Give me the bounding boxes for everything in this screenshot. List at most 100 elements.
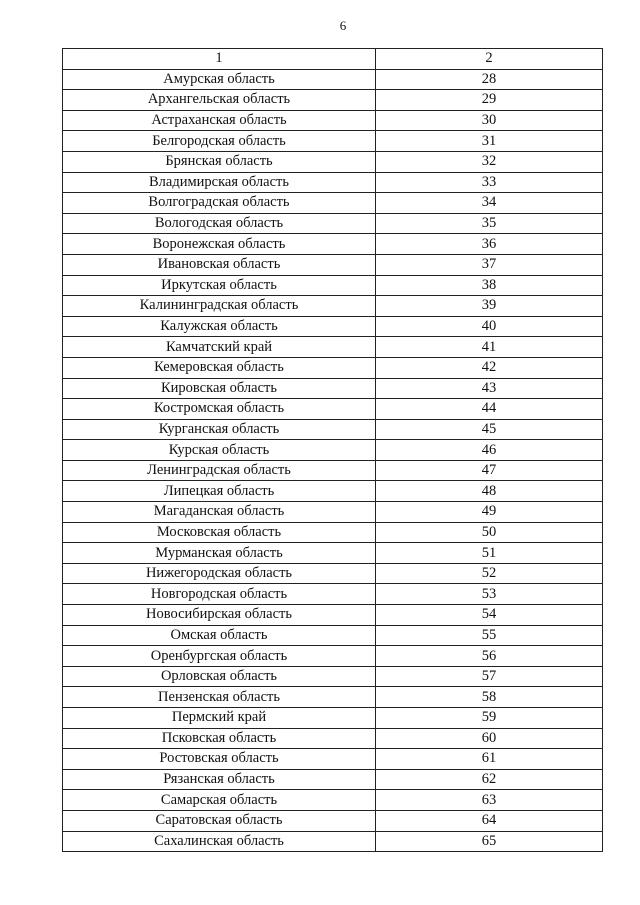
region-number: 37	[375, 253, 603, 276]
region-name: Пермский край	[62, 707, 376, 729]
region-name: Омская область	[62, 624, 376, 647]
region-name: Ленинградская область	[62, 459, 376, 482]
region-number: 47	[375, 459, 603, 482]
table-row: Сахалинская область 65	[62, 830, 603, 853]
region-number: 51	[375, 542, 603, 564]
region-number: 53	[375, 583, 603, 606]
region-number: 52	[375, 562, 603, 585]
table-header-row: 1 2	[62, 48, 603, 70]
table-row: Вологодская область 35	[62, 212, 603, 235]
region-number: 60	[375, 727, 603, 750]
table-row: Липецкая область 48	[62, 480, 603, 503]
region-name: Костромская область	[62, 398, 376, 420]
region-number: 36	[375, 233, 603, 255]
table-row: Ленинградская область 47	[62, 459, 603, 482]
region-name: Кемеровская область	[62, 356, 376, 379]
table-row: Астраханская область 30	[62, 109, 603, 132]
region-name: Самарская область	[62, 789, 376, 811]
region-number: 55	[375, 624, 603, 647]
table-row: Новосибирская область 54	[62, 604, 603, 626]
region-name: Астраханская область	[62, 109, 376, 132]
region-number: 63	[375, 789, 603, 811]
table-row: Калининградская область 39	[62, 295, 603, 317]
region-number: 41	[375, 336, 603, 358]
region-name: Новгородская область	[62, 583, 376, 606]
region-number: 45	[375, 418, 603, 441]
table-row: Волгоградская область 34	[62, 192, 603, 214]
table-row: Омская область 55	[62, 624, 603, 647]
region-number: 65	[375, 830, 603, 853]
region-name: Сахалинская область	[62, 830, 376, 853]
table-row: Белгородская область 31	[62, 130, 603, 152]
region-name: Кировская область	[62, 377, 376, 400]
region-number: 57	[375, 665, 603, 688]
region-name: Псковская область	[62, 727, 376, 750]
region-name: Липецкая область	[62, 480, 376, 503]
region-number: 59	[375, 707, 603, 729]
header-col-1: 1	[62, 48, 376, 70]
table-row: Саратовская область 64	[62, 809, 603, 832]
region-number: 48	[375, 480, 603, 503]
table-row: Курская область 46	[62, 439, 603, 461]
table-row: Нижегородская область 52	[62, 562, 603, 585]
region-name: Ивановская область	[62, 253, 376, 276]
region-number: 35	[375, 212, 603, 235]
region-name: Камчатский край	[62, 336, 376, 358]
table-row: Рязанская область 62	[62, 768, 603, 791]
table-row: Кемеровская область 42	[62, 356, 603, 379]
region-number: 34	[375, 192, 603, 214]
region-number: 64	[375, 809, 603, 832]
region-name: Мурманская область	[62, 542, 376, 564]
table-row: Московская область 50	[62, 521, 603, 544]
region-name: Владимирская область	[62, 171, 376, 194]
table-row: Магаданская область 49	[62, 501, 603, 523]
region-name: Брянская область	[62, 150, 376, 173]
region-number: 58	[375, 686, 603, 708]
table-row: Псковская область 60	[62, 727, 603, 750]
table-row: Мурманская область 51	[62, 542, 603, 564]
region-name: Волгоградская область	[62, 192, 376, 214]
region-name: Иркутская область	[62, 274, 376, 297]
region-number: 30	[375, 109, 603, 132]
region-number: 62	[375, 768, 603, 791]
region-name: Новосибирская область	[62, 604, 376, 626]
table-row: Кировская область 43	[62, 377, 603, 400]
region-name: Калужская область	[62, 315, 376, 338]
region-name: Пензенская область	[62, 686, 376, 708]
region-name: Магаданская область	[62, 501, 376, 523]
table-row: Владимирская область 33	[62, 171, 603, 194]
table-row: Камчатский край 41	[62, 336, 603, 358]
region-number: 40	[375, 315, 603, 338]
region-name: Воронежская область	[62, 233, 376, 255]
regions-table: 1 2 Амурская область 28 Архангельская обла…	[62, 48, 603, 853]
region-number: 50	[375, 521, 603, 544]
table-row: Оренбургская область 56	[62, 645, 603, 667]
table-row: Калужская область 40	[62, 315, 603, 338]
region-name: Амурская область	[62, 68, 376, 91]
table-row: Костромская область 44	[62, 398, 603, 420]
region-number: 29	[375, 89, 603, 111]
region-number: 56	[375, 645, 603, 667]
table-row: Пензенская область 58	[62, 686, 603, 708]
table-row: Новгородская область 53	[62, 583, 603, 606]
table-row: Ростовская область 61	[62, 748, 603, 770]
region-number: 46	[375, 439, 603, 461]
table-row: Брянская область 32	[62, 150, 603, 173]
region-number: 44	[375, 398, 603, 420]
table-row: Курганская область 45	[62, 418, 603, 441]
region-number: 32	[375, 150, 603, 173]
region-name: Саратовская область	[62, 809, 376, 832]
region-name: Нижегородская область	[62, 562, 376, 585]
region-number: 33	[375, 171, 603, 194]
region-number: 49	[375, 501, 603, 523]
region-number: 54	[375, 604, 603, 626]
table-row: Воронежская область 36	[62, 233, 603, 255]
region-name: Московская область	[62, 521, 376, 544]
region-name: Архангельская область	[62, 89, 376, 111]
page-number: 6	[339, 18, 347, 33]
table-row: Амурская область 28	[62, 68, 603, 91]
region-number: 61	[375, 748, 603, 770]
region-number: 31	[375, 130, 603, 152]
table-row: Ивановская область 37	[62, 253, 603, 276]
region-name: Оренбургская область	[62, 645, 376, 667]
